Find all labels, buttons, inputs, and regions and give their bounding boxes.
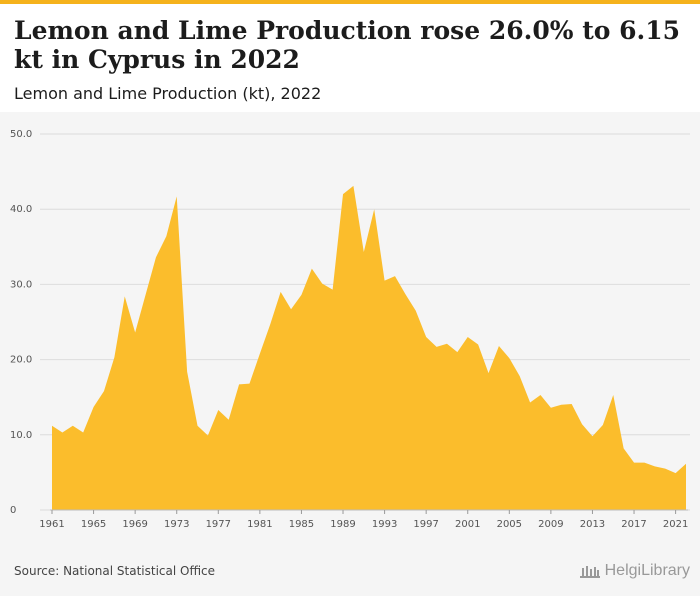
y-tick-label: 50.0 bbox=[10, 129, 32, 140]
x-tick-label: 2001 bbox=[455, 519, 480, 530]
y-tick-label: 0 bbox=[10, 505, 16, 516]
x-tick-label: 2005 bbox=[497, 519, 522, 530]
x-tick-label: 1997 bbox=[413, 519, 438, 530]
area-series bbox=[52, 185, 686, 510]
y-tick-label: 40.0 bbox=[10, 204, 32, 215]
x-tick-label: 1965 bbox=[81, 519, 106, 530]
source-note: Source: National Statistical Office bbox=[14, 564, 216, 578]
y-tick-label: 20.0 bbox=[10, 355, 32, 366]
x-tick-label: 1977 bbox=[206, 519, 231, 530]
y-tick-label: 10.0 bbox=[10, 430, 32, 441]
x-tick-label: 1961 bbox=[39, 519, 64, 530]
y-tick-label: 30.0 bbox=[10, 279, 32, 290]
accent-bar bbox=[0, 0, 700, 4]
chart-footer: Source: National Statistical Office Helg… bbox=[0, 554, 700, 596]
chart-area: 0 10.0 20.0 30.0 40.0 50.0 1961 1965 1969 1973 197… bbox=[0, 112, 700, 560]
x-tick-label: 1973 bbox=[164, 519, 189, 530]
x-tick-label: 1993 bbox=[372, 519, 397, 530]
x-tick-label: 1969 bbox=[122, 519, 147, 530]
brand-logo[interactable]: HelgiLibrary bbox=[579, 562, 690, 580]
chart-title: Lemon and Lime Production rose 26.0% to … bbox=[14, 16, 681, 74]
x-tick-label: 2021 bbox=[663, 519, 688, 530]
x-tick-label: 2013 bbox=[580, 519, 605, 530]
x-tick-label: 1981 bbox=[247, 519, 272, 530]
x-tick-label: 1989 bbox=[330, 519, 355, 530]
x-tick-label: 1985 bbox=[289, 519, 314, 530]
area-chart: 0 10.0 20.0 30.0 40.0 50.0 1961 1965 1969 1973 197… bbox=[10, 129, 690, 530]
chart-subtitle: Lemon and Lime Production (kt), 2022 bbox=[14, 84, 322, 103]
brand-name: HelgiLibrary bbox=[604, 562, 690, 579]
x-tick-label: 2009 bbox=[538, 519, 563, 530]
library-building-icon bbox=[579, 566, 600, 578]
chart-header: Lemon and Lime Production rose 26.0% to … bbox=[0, 4, 700, 112]
x-tick-label: 2017 bbox=[621, 519, 646, 530]
